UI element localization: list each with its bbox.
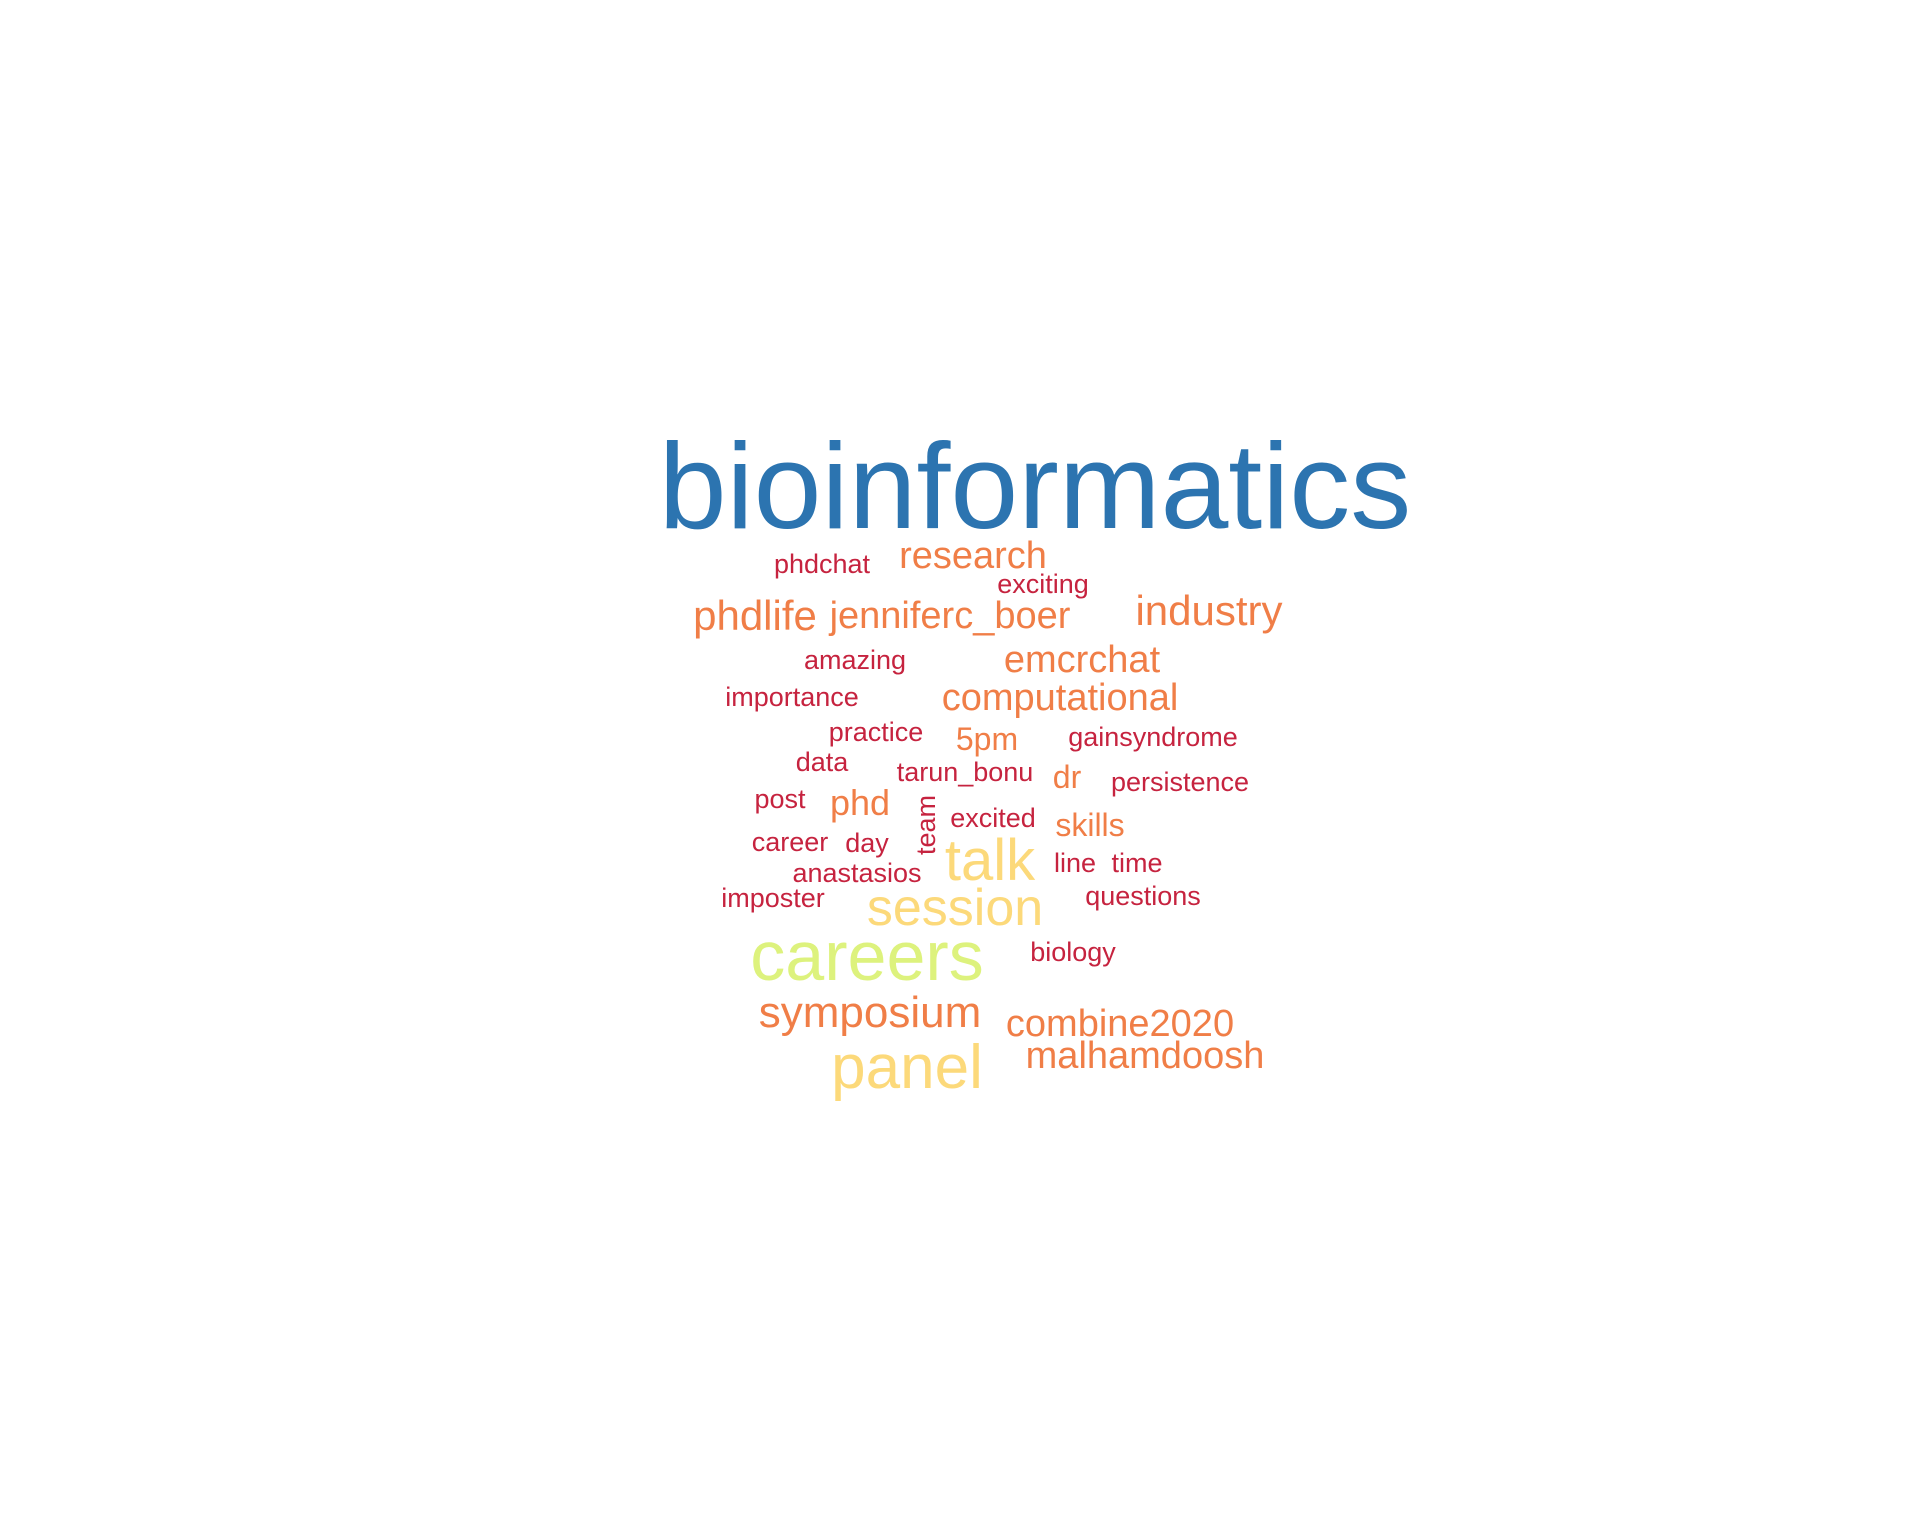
word-symposium: symposium [759,988,982,1037]
word-panel: panel [831,1033,983,1102]
word-research: research [899,535,1047,577]
word-gainsyndrome: gainsyndrome [1068,722,1238,752]
word-session: session [867,879,1043,937]
word-day: day [845,828,889,858]
word-malhamdoosh: malhamdoosh [1026,1035,1265,1077]
word-dr: dr [1053,759,1082,795]
word-jenniferc-boer: jenniferc_boer [829,595,1071,637]
word-line: line [1054,848,1096,878]
word-anastasios: anastasios [792,858,921,888]
word-industry: industry [1135,587,1282,634]
word-phdchat: phdchat [774,549,871,579]
word-team: team [911,795,941,855]
word-bioinformatics: bioinformatics [659,418,1412,554]
word-skills: skills [1055,807,1124,843]
word-combine2020: combine2020 [1006,1003,1234,1045]
word-persistence: persistence [1111,767,1249,797]
word-questions: questions [1085,881,1201,911]
word-importance: importance [725,682,859,712]
word-amazing: amazing [804,645,906,675]
word-phdlife: phdlife [693,592,817,639]
word-exciting: exciting [997,569,1089,599]
word-biology: biology [1030,937,1116,967]
word-5pm: 5pm [956,721,1018,757]
word-career: career [752,827,829,857]
word-talk: talk [945,828,1036,893]
word-careers: careers [750,917,983,995]
word-computational: computational [942,677,1179,719]
word-excited: excited [950,803,1036,833]
word-data: data [796,747,850,777]
word-tarun-bonu: tarun_bonu [897,757,1034,787]
word-time: time [1111,848,1162,878]
word-practice: practice [829,717,924,747]
word-post: post [754,784,806,814]
word-phd: phd [830,782,890,823]
word-imposter: imposter [721,883,825,913]
word-emcrchat: emcrchat [1004,639,1161,681]
